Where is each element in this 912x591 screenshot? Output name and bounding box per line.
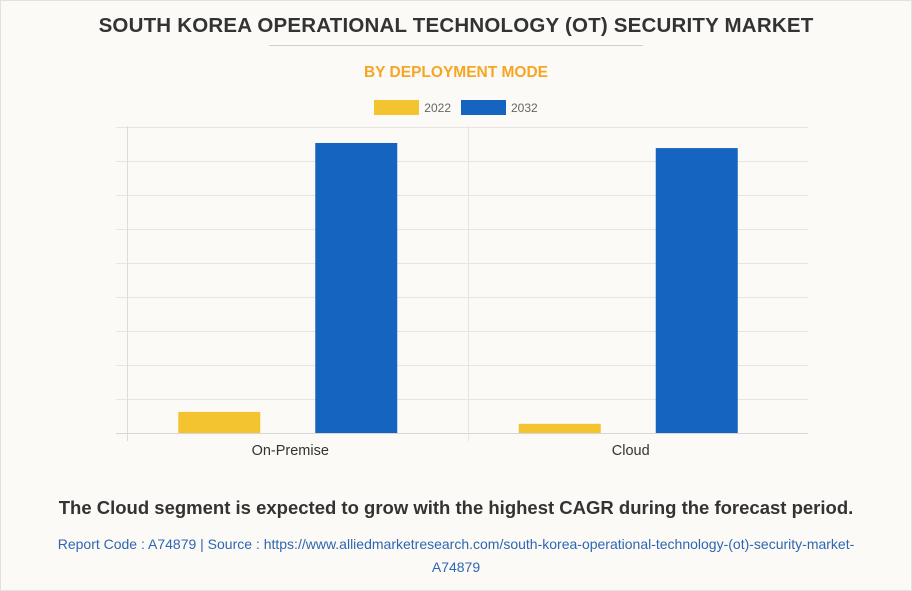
legend-item-2022[interactable]: 2022	[374, 100, 451, 115]
footer-note: The Cloud segment is expected to grow wi…	[58, 497, 854, 518]
chart-title: SOUTH KOREA OPERATIONAL TECHNOLOGY (OT) …	[98, 14, 814, 37]
legend-swatch-2022	[374, 100, 420, 115]
source-line-2[interactable]: A74879	[431, 559, 481, 575]
chart-subtitle: BY DEPLOYMENT MODE	[363, 64, 548, 81]
bar-on-premise-2022[interactable]	[178, 411, 261, 433]
legend: 2022 2032	[0, 100, 912, 115]
bar-chart: On-Premise Cloud	[116, 126, 808, 459]
title-divider	[269, 45, 643, 46]
legend-label-2022: 2022	[424, 100, 451, 115]
bar-cloud-2032[interactable]	[655, 148, 738, 433]
bars	[178, 142, 738, 434]
x-axis-labels: On-Premise Cloud	[252, 443, 650, 459]
bar-on-premise-2032[interactable]	[315, 142, 398, 434]
source-line-1[interactable]: Report Code : A74879 | Source : https://…	[57, 536, 855, 552]
source-citation: Report Code : A74879 | Source : https://…	[20, 533, 892, 579]
bar-cloud-2022[interactable]	[518, 423, 601, 433]
legend-swatch-2032	[461, 100, 506, 115]
legend-label-2032: 2032	[511, 100, 538, 115]
x-tick-label: Cloud	[612, 443, 650, 459]
x-tick-label: On-Premise	[252, 443, 329, 459]
legend-item-2032[interactable]: 2032	[461, 100, 538, 115]
